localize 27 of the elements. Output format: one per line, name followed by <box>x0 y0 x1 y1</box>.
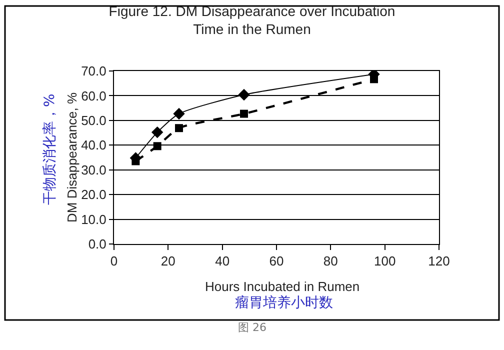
x-axis-title: Hours Incubated in Rumen <box>205 279 360 294</box>
y-tick-label: 10.0 <box>81 212 106 227</box>
caption: 图 26 <box>238 321 266 334</box>
y-tick-label: 30.0 <box>81 162 106 178</box>
y-tick-label: 70.0 <box>81 64 106 79</box>
point <box>238 88 250 101</box>
point <box>153 142 162 150</box>
y-tick-label: 20.0 <box>81 187 106 202</box>
chart-title: Figure 12. DM Disappearance over Incubation Time in the Rumen <box>108 3 396 38</box>
y-tick-label: 0.0 <box>88 236 106 252</box>
x-tick-label: 20 <box>160 254 176 269</box>
text: 干物质消化率，% <box>42 94 58 205</box>
x-tick-label: 80 <box>323 254 338 269</box>
point <box>175 124 183 132</box>
y-axis-title: DM Disappearance, % <box>64 92 80 222</box>
x-tick-label: 60 <box>269 254 284 269</box>
text: 瘤胃培养小时数 <box>235 295 333 311</box>
y-tick-label: 40.0 <box>81 138 106 153</box>
point <box>240 110 248 118</box>
x-tick-label: 40 <box>215 254 230 269</box>
x-tick-label: 100 <box>374 254 396 269</box>
point <box>173 108 185 120</box>
y-tick-label: 50.0 <box>81 112 106 128</box>
x-tick-label: 0 <box>110 254 118 269</box>
y-tick-label: 60.0 <box>81 88 106 104</box>
x-tick-label: 120 <box>428 254 450 269</box>
point <box>151 126 164 138</box>
